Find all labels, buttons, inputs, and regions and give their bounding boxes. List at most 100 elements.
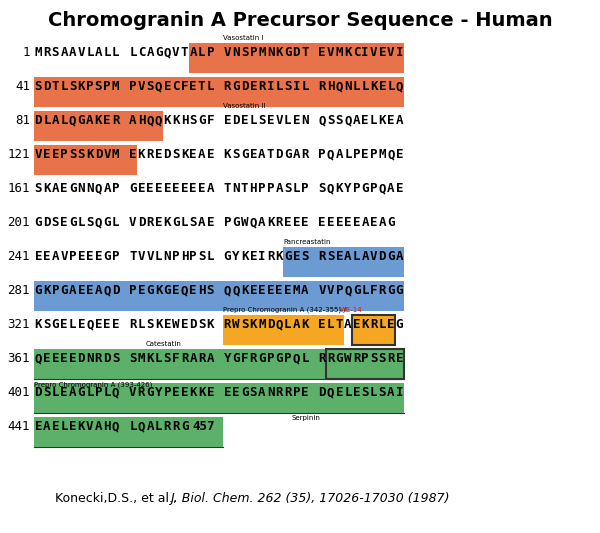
- Text: A: A: [379, 216, 386, 229]
- Text: R: R: [112, 114, 119, 127]
- Text: P: P: [129, 284, 137, 297]
- Bar: [34, 281, 404, 311]
- Text: G: G: [77, 114, 85, 127]
- Text: A: A: [103, 182, 111, 195]
- Text: D: D: [43, 216, 50, 229]
- Text: D: D: [138, 216, 145, 229]
- Text: V: V: [327, 46, 334, 59]
- Text: L: L: [284, 318, 292, 331]
- Text: Q: Q: [275, 318, 283, 331]
- Text: V: V: [319, 284, 326, 297]
- Text: E: E: [52, 420, 59, 433]
- Text: R: R: [387, 352, 395, 365]
- Text: M: M: [35, 46, 42, 59]
- Text: E: E: [103, 318, 111, 331]
- Text: Catestatin: Catestatin: [146, 341, 182, 347]
- Text: A: A: [52, 182, 59, 195]
- Text: H: H: [327, 80, 334, 93]
- Text: P: P: [190, 250, 197, 263]
- Text: R: R: [95, 352, 102, 365]
- Text: N: N: [301, 114, 308, 127]
- Text: A: A: [69, 284, 76, 297]
- Text: R: R: [319, 250, 326, 263]
- Text: Y: Y: [232, 250, 240, 263]
- Text: D: D: [275, 148, 283, 161]
- Text: L: L: [112, 46, 119, 59]
- Text: E: E: [379, 80, 386, 93]
- Text: L: L: [86, 386, 94, 399]
- Text: 161: 161: [7, 182, 30, 195]
- Text: P: P: [293, 386, 300, 399]
- Text: A: A: [361, 250, 369, 263]
- Text: S: S: [43, 318, 50, 331]
- Text: E: E: [206, 148, 214, 161]
- Text: L: L: [103, 386, 111, 399]
- Text: E: E: [61, 352, 68, 365]
- Text: T: T: [52, 80, 59, 93]
- Text: G: G: [146, 386, 154, 399]
- Text: A: A: [387, 182, 395, 195]
- Text: V: V: [370, 250, 377, 263]
- Text: L: L: [69, 318, 76, 331]
- Text: A: A: [69, 46, 76, 59]
- Text: G: G: [172, 216, 179, 229]
- Text: V: V: [77, 46, 85, 59]
- Text: S: S: [361, 386, 369, 399]
- Text: G: G: [35, 284, 42, 297]
- Text: Vasostatin II: Vasostatin II: [223, 103, 266, 109]
- Text: S: S: [250, 386, 257, 399]
- Bar: [34, 145, 137, 175]
- Text: E: E: [77, 284, 85, 297]
- Text: S: S: [52, 46, 59, 59]
- Text: G: G: [103, 250, 111, 263]
- Text: Q: Q: [327, 386, 334, 399]
- Text: E: E: [43, 352, 50, 365]
- Text: E: E: [284, 216, 292, 229]
- Text: E: E: [275, 284, 283, 297]
- Text: E: E: [250, 148, 257, 161]
- Text: S: S: [190, 216, 197, 229]
- Text: S: S: [327, 250, 334, 263]
- Text: F: F: [172, 352, 179, 365]
- Text: K: K: [35, 318, 42, 331]
- Text: 281: 281: [7, 284, 30, 297]
- Text: L: L: [61, 80, 68, 93]
- Text: K: K: [43, 182, 50, 195]
- Text: E: E: [250, 284, 257, 297]
- Text: S: S: [284, 80, 292, 93]
- Text: L: L: [198, 46, 205, 59]
- Text: R: R: [379, 284, 386, 297]
- Text: A: A: [293, 148, 300, 161]
- Text: E: E: [61, 318, 68, 331]
- Text: P: P: [95, 386, 102, 399]
- Text: K: K: [301, 318, 308, 331]
- Text: R: R: [319, 80, 326, 93]
- Text: E: E: [353, 386, 360, 399]
- Text: P: P: [258, 182, 266, 195]
- Text: V: V: [275, 114, 283, 127]
- Text: A: A: [258, 216, 266, 229]
- Text: Q: Q: [138, 420, 145, 433]
- Text: E: E: [335, 250, 343, 263]
- Text: K: K: [77, 80, 85, 93]
- Text: E: E: [181, 386, 188, 399]
- Text: G: G: [103, 216, 111, 229]
- Text: G: G: [77, 386, 85, 399]
- Text: D: D: [232, 114, 240, 127]
- Text: H: H: [250, 182, 257, 195]
- Text: T: T: [224, 182, 231, 195]
- Text: A: A: [206, 182, 214, 195]
- Text: D: D: [190, 318, 197, 331]
- Text: J. Biol. Chem. 262 (35), 17026-17030 (1987): J. Biol. Chem. 262 (35), 17026-17030 (19…: [170, 492, 449, 505]
- Text: Chromogranin A Precursor Sequence - Human: Chromogranin A Precursor Sequence - Huma…: [47, 11, 553, 30]
- Text: K: K: [241, 284, 248, 297]
- Text: L: L: [344, 148, 352, 161]
- Text: G: G: [353, 284, 360, 297]
- Text: G: G: [35, 216, 42, 229]
- Text: T: T: [129, 250, 137, 263]
- Bar: [326, 349, 404, 379]
- Text: Q: Q: [146, 114, 154, 127]
- Text: P: P: [61, 148, 68, 161]
- Text: Q: Q: [35, 352, 42, 365]
- Text: V: V: [172, 46, 179, 59]
